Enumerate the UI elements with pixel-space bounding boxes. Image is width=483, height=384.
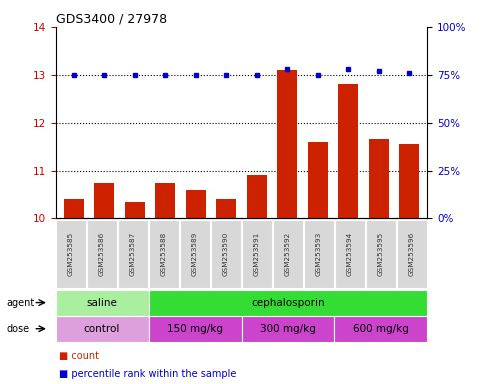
FancyBboxPatch shape xyxy=(56,290,149,316)
FancyBboxPatch shape xyxy=(118,220,148,288)
Bar xyxy=(216,199,236,218)
Bar xyxy=(94,182,114,218)
FancyBboxPatch shape xyxy=(149,290,427,316)
Text: dose: dose xyxy=(7,324,30,334)
Bar xyxy=(399,144,419,218)
Text: GDS3400 / 27978: GDS3400 / 27978 xyxy=(56,13,167,26)
Bar xyxy=(125,202,145,218)
FancyBboxPatch shape xyxy=(181,220,210,288)
FancyBboxPatch shape xyxy=(242,220,271,288)
Text: agent: agent xyxy=(7,298,35,308)
FancyBboxPatch shape xyxy=(273,220,302,288)
Text: GSM253596: GSM253596 xyxy=(409,232,415,276)
Bar xyxy=(308,142,327,218)
FancyBboxPatch shape xyxy=(149,220,179,288)
Text: saline: saline xyxy=(86,298,117,308)
Bar xyxy=(186,190,206,218)
Text: GSM253587: GSM253587 xyxy=(130,232,136,276)
Text: GSM253594: GSM253594 xyxy=(347,232,353,276)
FancyBboxPatch shape xyxy=(56,316,149,342)
FancyBboxPatch shape xyxy=(335,220,365,288)
FancyBboxPatch shape xyxy=(304,220,334,288)
Bar xyxy=(64,199,84,218)
Text: GSM253595: GSM253595 xyxy=(378,232,384,276)
FancyBboxPatch shape xyxy=(367,220,396,288)
FancyBboxPatch shape xyxy=(57,220,85,288)
Bar xyxy=(277,70,297,218)
FancyBboxPatch shape xyxy=(212,220,241,288)
Text: GSM253593: GSM253593 xyxy=(316,232,322,276)
FancyBboxPatch shape xyxy=(334,316,427,342)
FancyBboxPatch shape xyxy=(398,220,426,288)
Bar xyxy=(247,175,267,218)
Text: GSM253591: GSM253591 xyxy=(254,232,260,276)
Text: GSM253585: GSM253585 xyxy=(68,232,74,276)
Text: GSM253589: GSM253589 xyxy=(192,232,198,276)
FancyBboxPatch shape xyxy=(149,316,242,342)
Bar xyxy=(156,182,175,218)
Text: 300 mg/kg: 300 mg/kg xyxy=(260,324,316,334)
FancyBboxPatch shape xyxy=(87,220,116,288)
Bar xyxy=(338,84,358,218)
Text: ■ percentile rank within the sample: ■ percentile rank within the sample xyxy=(59,369,237,379)
Text: control: control xyxy=(84,324,120,334)
Text: ■ count: ■ count xyxy=(59,351,99,361)
Text: cephalosporin: cephalosporin xyxy=(251,298,325,308)
Text: GSM253588: GSM253588 xyxy=(161,232,167,276)
FancyBboxPatch shape xyxy=(242,316,334,342)
Text: GSM253590: GSM253590 xyxy=(223,232,229,276)
Text: 600 mg/kg: 600 mg/kg xyxy=(353,324,409,334)
Text: 150 mg/kg: 150 mg/kg xyxy=(167,324,223,334)
Text: GSM253592: GSM253592 xyxy=(285,232,291,276)
Bar xyxy=(369,139,389,218)
Text: GSM253586: GSM253586 xyxy=(99,232,105,276)
